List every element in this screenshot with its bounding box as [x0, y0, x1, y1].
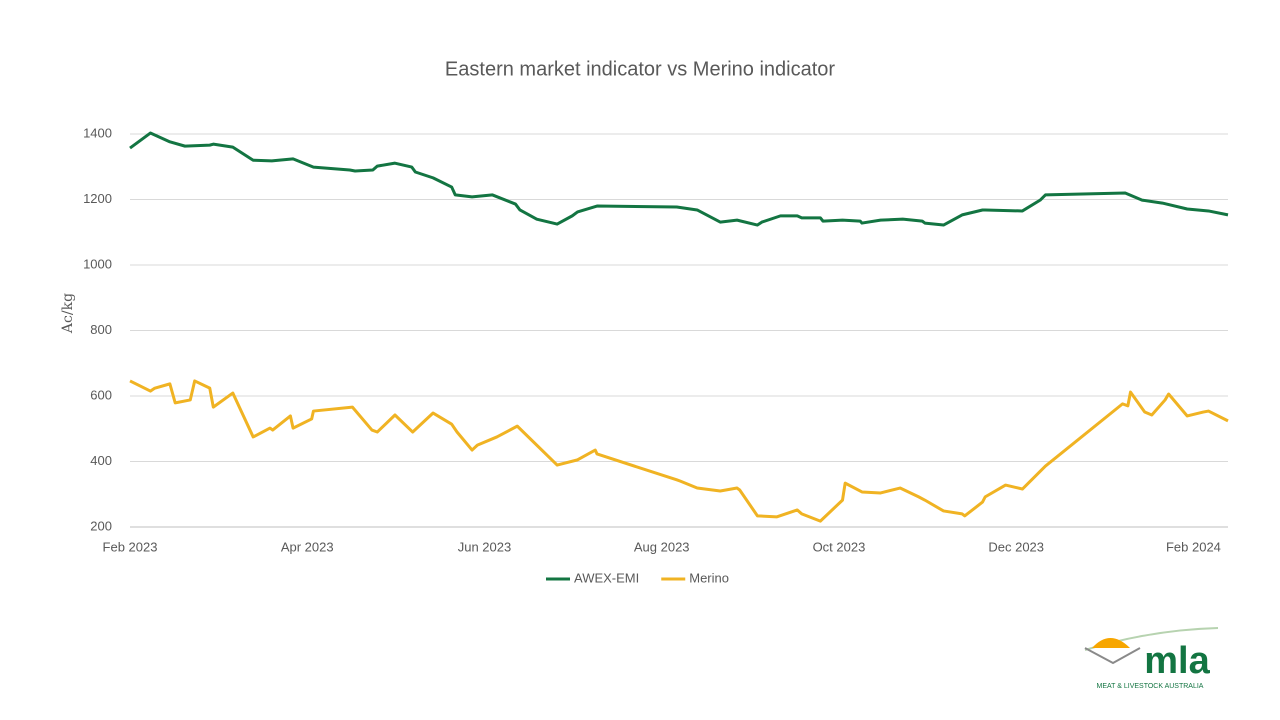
- logo-tagline: MEAT & LIVESTOCK AUSTRALIA: [1097, 683, 1204, 690]
- series-line: [129, 131, 1229, 227]
- x-tick-label: Aug 2023: [634, 539, 690, 554]
- y-tick-label: 1400: [83, 125, 112, 140]
- x-tick-label: Apr 2023: [281, 539, 334, 554]
- legend: AWEX-EMI Merino: [546, 570, 729, 585]
- x-tick-label: Feb 2024: [1166, 539, 1221, 554]
- logo-mark: [1084, 647, 1141, 665]
- logo-sun: [1092, 638, 1130, 648]
- y-tick-label: 600: [90, 387, 112, 402]
- logo: mla MEAT & LIVESTOCK AUSTRALIA: [1084, 627, 1219, 690]
- y-tick-label: 400: [90, 453, 112, 468]
- legend-label: Merino: [689, 570, 729, 585]
- legend-label: AWEX-EMI: [574, 570, 639, 585]
- y-tick-label: 1000: [83, 256, 112, 271]
- x-tick-label: Dec 2023: [988, 539, 1044, 554]
- x-tick-label: Oct 2023: [813, 539, 866, 554]
- series-line: [129, 379, 1229, 523]
- chart-title: Eastern market indicator vs Merino indic…: [445, 58, 835, 80]
- y-tick-label: 800: [90, 322, 112, 337]
- logo-name: mla: [1144, 640, 1210, 682]
- y-tick-label: 200: [90, 518, 112, 533]
- y-axis-label: Ac/kg: [60, 293, 76, 334]
- x-tick-label: Feb 2023: [103, 539, 158, 554]
- y-tick-label: 1200: [83, 191, 112, 206]
- x-tick-label: Jun 2023: [458, 539, 512, 554]
